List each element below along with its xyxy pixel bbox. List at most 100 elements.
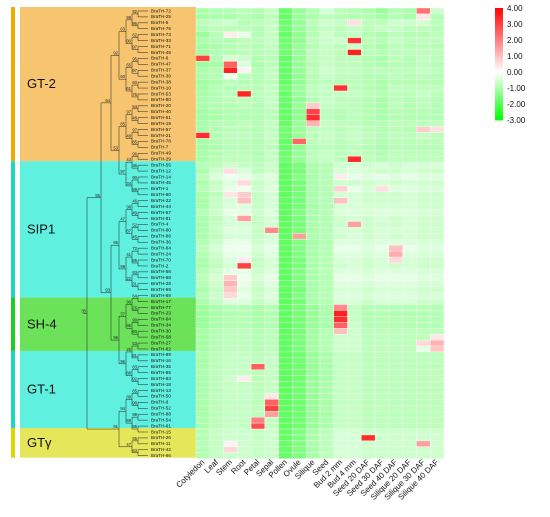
heatmap-cell (264, 339, 279, 347)
heatmap-cell (237, 393, 252, 400)
bootstrap-value: 50 (120, 74, 125, 79)
gene-label: BraTH-37 (151, 68, 171, 73)
heatmap-cell (223, 215, 238, 222)
legend-tick-label: 2.00 (507, 36, 523, 45)
heatmap-cell (333, 268, 348, 276)
heatmap-cell (278, 304, 293, 311)
heatmap-cell (361, 345, 376, 353)
gene-label: BraTH-84 (151, 245, 171, 250)
gene-label: BraTH-2 (151, 263, 169, 268)
heatmap-cell (319, 363, 334, 370)
heatmap-cell (430, 61, 445, 68)
legend-gradient-step (495, 110, 503, 113)
heatmap-cell (264, 49, 279, 56)
heatmap-cell (237, 73, 252, 80)
heatmap-cell (264, 434, 279, 442)
heatmap-cell (264, 96, 279, 104)
heatmap-cell (223, 357, 238, 364)
heatmap-cell (361, 245, 376, 252)
heatmap-cell (374, 185, 390, 193)
heatmap-cell (416, 416, 431, 424)
heatmap-cell (319, 286, 334, 293)
heatmap-cell (292, 90, 307, 98)
heatmap-cell (223, 55, 238, 62)
heatmap-cell (195, 43, 210, 50)
heatmap-cell (195, 138, 210, 145)
legend-gradient-step (495, 28, 503, 31)
heatmap-cell (388, 440, 403, 447)
heatmap-cell (237, 120, 252, 127)
heatmap-cell (430, 227, 445, 234)
heatmap-cell (402, 393, 417, 400)
heatmap-cell (333, 67, 348, 74)
heatmap-cell (388, 399, 403, 406)
heatmap-cell (306, 322, 321, 329)
heatmap-cell (388, 357, 403, 364)
heatmap-cell (347, 375, 362, 382)
heatmap-cell (319, 84, 334, 92)
heatmap-cell (319, 221, 334, 228)
heatmap-cell (374, 19, 390, 26)
heatmap-cell (250, 292, 266, 299)
heatmap-cell (237, 245, 252, 252)
heatmap-cell (333, 114, 348, 121)
heatmap-cell (347, 114, 362, 121)
heatmap-cell (223, 132, 238, 139)
gene-label: BraTH-27 (151, 340, 171, 345)
heatmap-cell (292, 405, 307, 412)
heatmap-cell (195, 37, 210, 44)
heatmap-cell (306, 37, 321, 44)
clade-name: GT-1 (27, 381, 56, 396)
heatmap-cell (388, 138, 403, 145)
heatmap-cell (430, 298, 445, 305)
heatmap-cell (416, 78, 431, 86)
heatmap-cell (347, 446, 362, 453)
heatmap-cell (319, 132, 334, 139)
heatmap-cell (430, 179, 445, 187)
heatmap-cell (416, 233, 431, 240)
heatmap-cell (195, 197, 210, 204)
heatmap-cell (195, 191, 210, 198)
heatmap-cell (250, 61, 266, 68)
heatmap-cell (250, 310, 266, 317)
heatmap-cell (264, 144, 279, 151)
heatmap-cell (195, 339, 210, 347)
heatmap-cell (237, 67, 252, 74)
heatmap-cell (292, 387, 307, 394)
heatmap-cell (374, 108, 390, 115)
heatmap-cell (195, 416, 210, 424)
heatmap-cell (319, 150, 334, 157)
heatmap-cell (416, 422, 431, 430)
heatmap-cell (264, 363, 279, 370)
heatmap-cell (361, 328, 376, 335)
heatmap-cell (402, 150, 417, 157)
heatmap-cell (388, 411, 403, 418)
heatmap-cell (278, 316, 293, 323)
heatmap-cell (292, 363, 307, 370)
bootstrap-value: 25 (132, 305, 137, 310)
legend-gradient-step (495, 108, 503, 111)
heatmap-cell (361, 156, 376, 163)
heatmap-cell (388, 156, 403, 163)
heatmap-cell (264, 422, 279, 430)
bootstrap-value: 96 (120, 359, 125, 364)
heatmap-cell (402, 428, 417, 436)
heatmap-cell (388, 227, 403, 234)
heatmap-cell (250, 316, 266, 323)
heatmap-cell (195, 399, 210, 406)
heatmap-cell (250, 239, 266, 246)
heatmap-cell (361, 179, 376, 187)
heatmap-cell (374, 446, 390, 453)
heatmap-cell (388, 239, 403, 246)
heatmap-cell (209, 19, 224, 26)
heatmap-cell (250, 381, 266, 388)
heatmap-cell (209, 144, 224, 151)
gene-label: BraTH-42 (151, 447, 171, 452)
heatmap-cell (319, 55, 334, 62)
bootstrap-value: 55 (95, 193, 100, 198)
heatmap-cell (416, 67, 431, 74)
gene-label: BraTH-28 (151, 281, 171, 286)
heatmap-cell (292, 351, 307, 359)
gene-label: BraTH-61 (151, 423, 171, 428)
heatmap-cell (250, 345, 266, 353)
